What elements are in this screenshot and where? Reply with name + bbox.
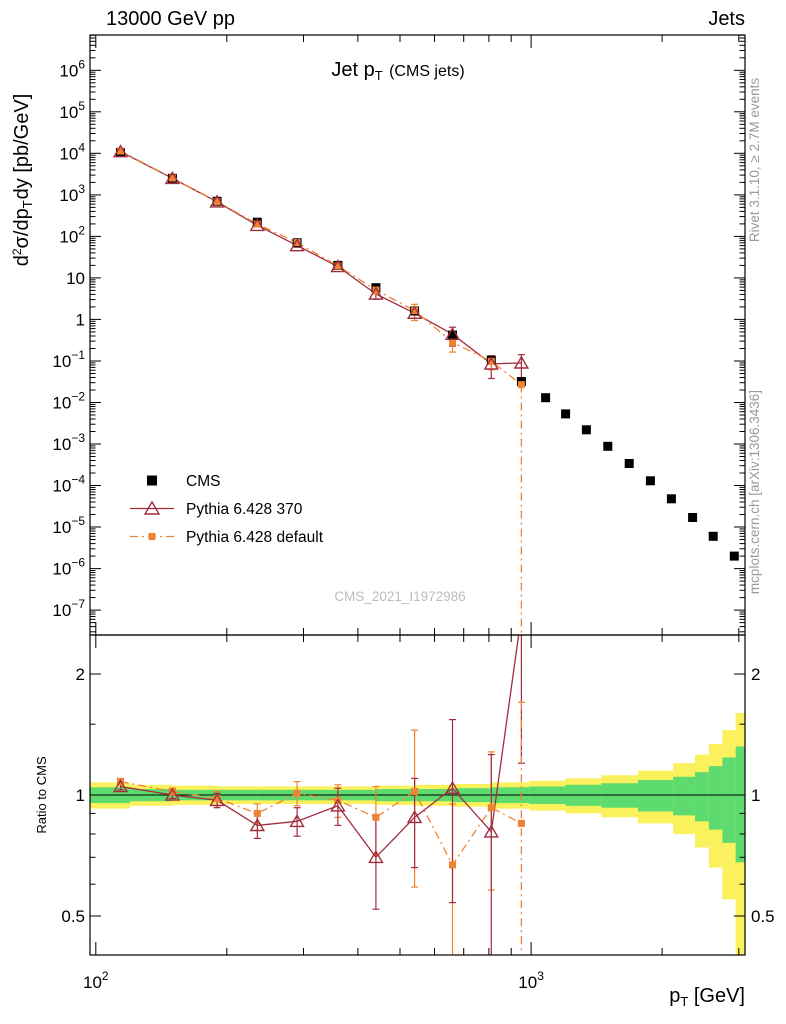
series-pythia-370-points <box>112 144 530 370</box>
ratio-tick-label: 1 <box>751 786 760 805</box>
series-pythia-default-points <box>117 147 525 389</box>
tick-label: 102 <box>83 969 109 992</box>
ratio-tick-label: 0.5 <box>61 907 85 926</box>
pythia-370-line <box>120 151 522 365</box>
tick-label: 10−6 <box>52 556 85 579</box>
ratio-panel-data <box>112 635 525 955</box>
analysis-id-watermark: CMS_2021_I1972986 <box>334 589 465 604</box>
main-panel-data <box>112 144 739 635</box>
ratio-tick-label: 2 <box>751 665 760 684</box>
tick-label: 103 <box>518 969 544 992</box>
axes-and-ticks: 102 10310610510410310210110−110−210−310−4… <box>52 34 775 992</box>
plot-title: Jet pT (CMS jets) <box>331 59 464 83</box>
tick-label: 102 <box>59 223 85 246</box>
ratio-tick-label: 0.5 <box>751 907 775 926</box>
ratio-tick-label: 1 <box>76 786 85 805</box>
rivet-version-note: Rivet 3.1.10, ≥ 2.7M events <box>747 78 762 242</box>
tick-label: 104 <box>59 140 85 163</box>
pythia-default-line <box>120 150 522 386</box>
ratio-pythia-370-points <box>112 779 499 864</box>
x-axis-label: pT [GeV] <box>669 985 745 1009</box>
main-error-bars <box>117 150 525 380</box>
tick-label: 10−5 <box>52 514 85 537</box>
tick-label: 10 <box>66 269 85 288</box>
mcplots-arxiv-note: mcplots.cern.ch [arXiv:1306.3436] <box>747 390 762 594</box>
tick-label: 10−3 <box>52 431 85 454</box>
legend-label-pythia-370: Pythia 6.428 370 <box>186 501 303 518</box>
y-axis-label: d2σ/dpTdy [pb/GeV] <box>10 94 35 267</box>
tick-label: 103 <box>59 182 85 205</box>
tick-label: 10−1 <box>52 348 85 371</box>
tick-label: 10−7 <box>52 597 85 620</box>
ratio-error-bars <box>117 729 495 955</box>
ratio-band-yellow <box>90 712 745 955</box>
series-cms-points <box>116 148 739 561</box>
legend-markers <box>130 475 174 540</box>
ratio-tick-label: 2 <box>76 665 85 684</box>
analysis-category-label: Jets <box>708 8 745 30</box>
ratio-pythia-370-line <box>120 635 520 859</box>
tick-label: 105 <box>59 99 85 122</box>
ratio-uncertainty-bands <box>90 712 745 955</box>
ratio-pythia-default-line <box>120 780 522 867</box>
tick-label: 10−4 <box>52 473 85 496</box>
legend-label-cms: CMS <box>186 473 220 490</box>
legend-label-pythia-default: Pythia 6.428 default <box>186 529 324 546</box>
tick-label: 10−2 <box>52 390 85 413</box>
ratio-panel-frame <box>89 634 746 956</box>
tick-label: 106 <box>59 57 85 80</box>
beam-energy-label: 13000 GeV pp <box>106 8 235 30</box>
ratio-y-axis-label: Ratio to CMS <box>34 756 49 834</box>
tick-label: 1 <box>76 310 85 329</box>
